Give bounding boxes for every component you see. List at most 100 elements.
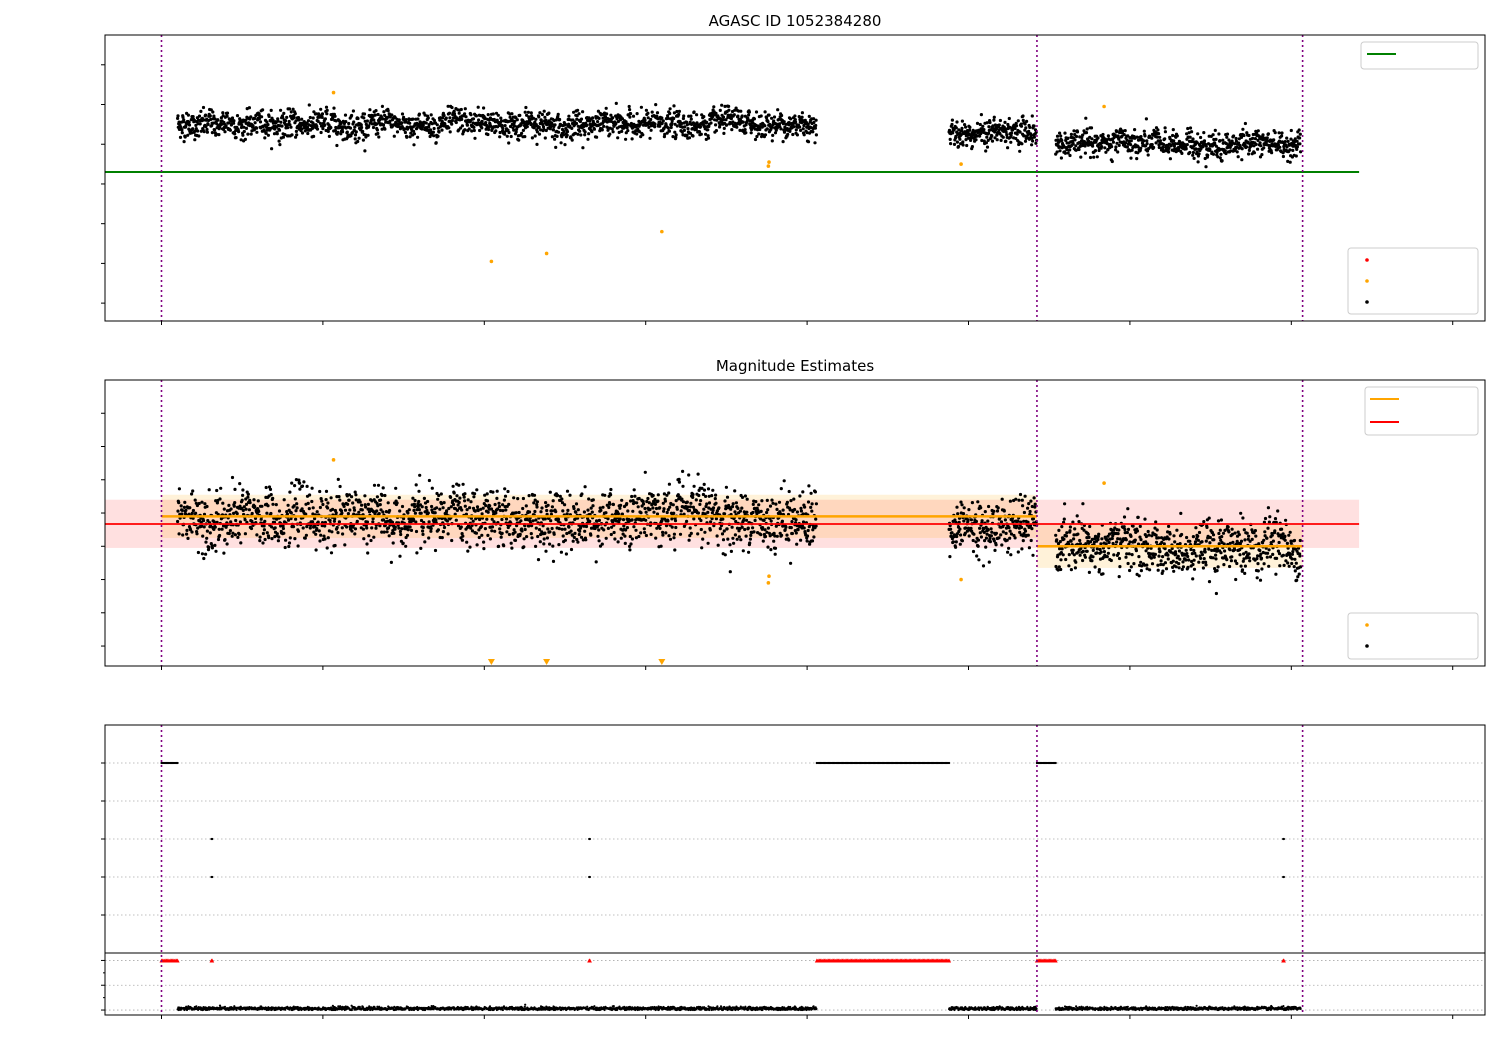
ok-point: [800, 111, 805, 115]
ok-point: [325, 112, 329, 116]
ok-point: [534, 518, 538, 522]
ok-point: [336, 531, 340, 535]
ok-point: [177, 120, 181, 124]
ok-point: [442, 525, 447, 530]
ok-point: [469, 500, 473, 504]
ok-point: [1106, 134, 1110, 138]
ok-point: [535, 500, 540, 504]
ok-point: [749, 533, 753, 538]
ok-point: [380, 104, 384, 108]
ok-point: [352, 508, 357, 512]
ok-point: [440, 119, 444, 124]
ok-point: [232, 121, 236, 125]
ok-point: [963, 123, 967, 127]
ok-point: [650, 110, 654, 114]
ok-point: [974, 519, 979, 524]
ok-point: [1163, 137, 1167, 141]
ok-point: [812, 117, 816, 121]
ok-point: [307, 103, 311, 107]
ok-point: [353, 133, 358, 137]
ok-point: [656, 493, 660, 497]
ok-point: [708, 528, 712, 532]
ok-point: [318, 489, 322, 494]
ok-point: [809, 491, 813, 495]
ok-point: [1058, 540, 1062, 544]
ok-point: [180, 131, 184, 135]
ok-point: [400, 112, 405, 116]
ok-point: [547, 111, 551, 115]
ok-point: [1116, 150, 1120, 154]
ok-point: [481, 506, 485, 510]
ok-point: [286, 503, 290, 507]
ok-point: [686, 505, 690, 509]
ok-point: [1265, 136, 1269, 140]
ok-point: [779, 487, 783, 491]
ok-point: [366, 502, 370, 506]
ok-point: [243, 518, 247, 522]
ok-point: [759, 533, 763, 537]
ok-point: [436, 497, 440, 501]
ok-point: [714, 501, 718, 505]
ok-point: [1087, 535, 1091, 540]
ok-point: [182, 118, 186, 122]
ok-point: [561, 534, 565, 538]
ok-point: [353, 137, 357, 141]
ok-point: [450, 538, 454, 543]
ok-point: [1031, 517, 1035, 521]
ok-point: [1117, 143, 1121, 147]
ok-point: [1116, 551, 1120, 556]
ok-point: [1081, 558, 1085, 563]
ok-point: [656, 117, 660, 121]
ok-point: [494, 129, 498, 133]
ok-point: [488, 537, 492, 541]
ok-point: [584, 538, 588, 542]
ok-point: [521, 496, 526, 501]
ok-point: [803, 505, 807, 509]
ok-point: [244, 507, 248, 511]
ok-point: [976, 500, 980, 504]
ok-point: [1117, 137, 1121, 141]
ok-point: [961, 143, 965, 147]
ok-point: [789, 561, 793, 565]
ok-point: [388, 508, 392, 513]
ok-point: [682, 114, 686, 118]
ok-point: [409, 528, 414, 533]
ok-point: [343, 543, 347, 547]
ok-point: [447, 111, 452, 115]
ok-point: [557, 543, 561, 547]
ok-point: [1009, 140, 1013, 144]
ok-point: [305, 484, 309, 488]
ok-point: [721, 115, 726, 119]
ok-point: [1014, 497, 1018, 501]
ok-point: [435, 123, 439, 127]
ok-point: [541, 122, 545, 127]
ok-point: [276, 119, 280, 123]
ok-point: [643, 118, 647, 122]
ok-point: [1090, 559, 1094, 563]
ok-point: [414, 529, 419, 534]
ok-point: [723, 104, 727, 108]
ok-point: [542, 127, 546, 131]
ok-point: [463, 492, 467, 496]
ok-point: [966, 136, 971, 140]
ok-point: [765, 127, 769, 131]
ok-point: [487, 127, 491, 132]
ok-point: [1256, 129, 1260, 133]
ok-point: [407, 508, 411, 512]
ok-point: [731, 502, 735, 506]
ok-point: [722, 126, 726, 130]
ok-point: [540, 112, 545, 117]
ok-point: [814, 123, 818, 128]
ok-point: [1254, 142, 1258, 146]
ok-point: [518, 113, 522, 117]
ok-point: [230, 534, 234, 538]
ok-point: [535, 505, 539, 509]
ok-point: [747, 113, 751, 117]
ok-point: [474, 531, 478, 535]
ok-point: [1146, 153, 1150, 157]
ok-point: [310, 520, 315, 524]
ok-point: [330, 530, 334, 534]
ok-point: [485, 499, 490, 503]
ok-point: [725, 495, 730, 499]
ok-point: [665, 510, 669, 515]
